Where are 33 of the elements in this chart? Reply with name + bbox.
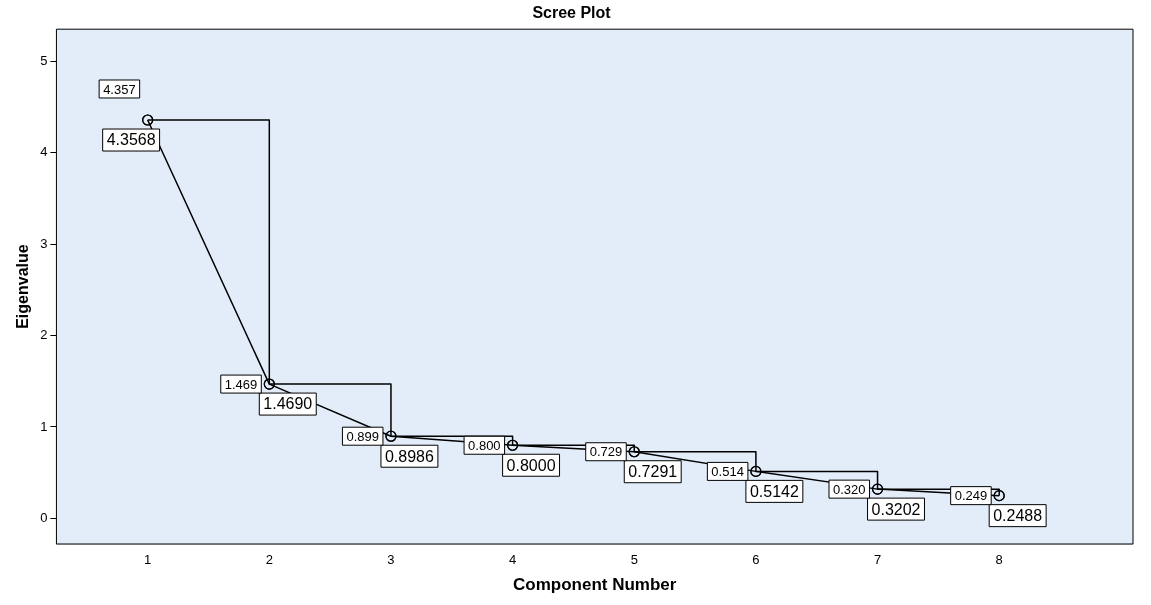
data-label: 0.729 [589,444,623,460]
y-tick-label: 3 [40,235,48,251]
y-tick-label: 0 [40,509,48,525]
x-tick-label: 5 [630,552,638,568]
x-tick-label: 6 [752,552,760,568]
data-label: 0.320 [833,481,866,497]
x-tick-label: 3 [387,552,395,568]
data-label: 0.800 [468,437,501,453]
data-label: 0.2488 [993,507,1043,525]
chart-title: Scree Plot [532,4,612,22]
x-tick-label: 8 [995,552,1003,568]
data-label: 0.7291 [628,463,678,481]
data-label: 0.8000 [506,456,556,474]
x-tick-label: 2 [265,552,273,568]
data-label: 0.514 [711,463,744,479]
data-label: 1.4690 [263,395,313,413]
y-tick-label: 4 [40,144,48,160]
x-axis-title: Component Number [513,575,677,595]
data-label: 0.5142 [749,482,799,500]
data-label: 4.3568 [106,131,156,149]
data-label: 0.3202 [871,500,921,518]
y-tick-label: 2 [40,327,48,343]
y-tick-label: 1 [40,418,48,434]
data-label: 0.8986 [384,447,434,465]
data-label: 4.357 [103,81,136,97]
x-tick-label: 1 [144,552,152,568]
y-tick-label: 5 [40,52,48,68]
x-tick-label: 4 [508,552,517,568]
x-tick-label: 7 [873,552,882,568]
data-label: 1.469 [224,376,258,392]
data-label: 0.899 [346,428,379,444]
y-axis-title: Eigenvalue [14,244,32,329]
data-label: 0.249 [954,488,988,504]
